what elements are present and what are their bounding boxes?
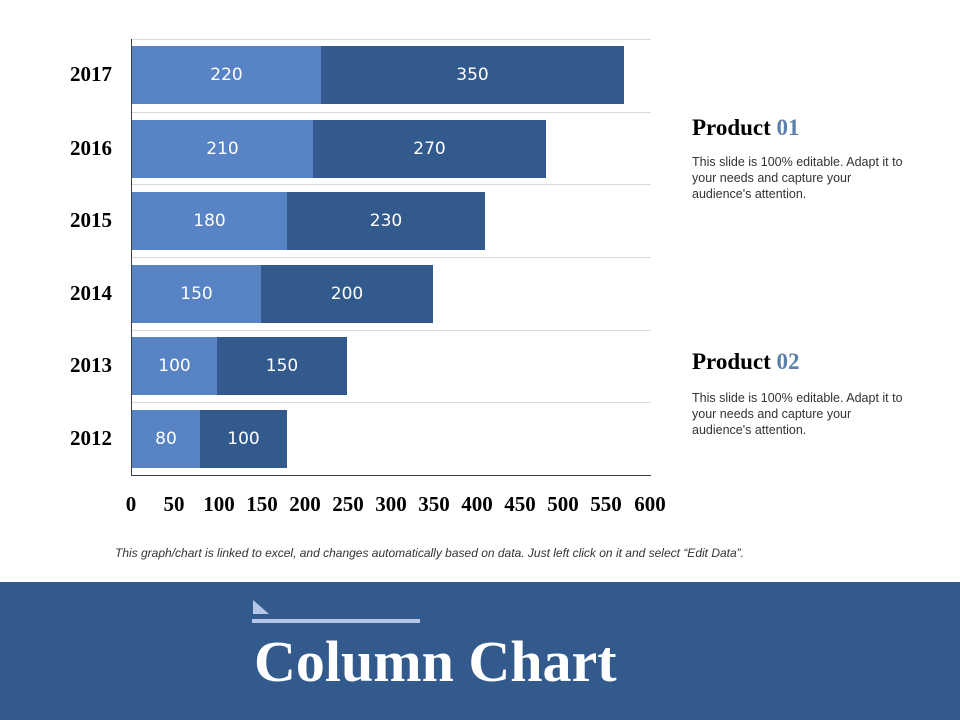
product2-label: Product bbox=[692, 349, 771, 374]
y-axis-line bbox=[131, 39, 132, 476]
footer-band bbox=[0, 582, 960, 720]
bar-product2-2016[interactable]: 270 bbox=[313, 120, 546, 178]
bar-product1-2016[interactable]: 210 bbox=[132, 120, 313, 178]
x-tick: 250 bbox=[332, 492, 364, 516]
bar-product2-2013[interactable]: 150 bbox=[217, 337, 347, 395]
x-tick: 450 bbox=[504, 492, 536, 516]
bar-product1-2017[interactable]: 220 bbox=[132, 46, 321, 104]
bar-product2-2012[interactable]: 100 bbox=[200, 410, 287, 468]
product1-label: Product bbox=[692, 115, 771, 140]
x-tick: 400 bbox=[461, 492, 493, 516]
product1-number: 01 bbox=[776, 115, 800, 140]
y-label-2016: 2016 bbox=[70, 136, 112, 160]
bar-product1-2015[interactable]: 180 bbox=[132, 192, 287, 250]
product1-title: Product 01 bbox=[692, 115, 800, 141]
gridline bbox=[131, 112, 651, 113]
gridline bbox=[131, 184, 651, 185]
plot-area: 220 350 210 270 180 230 150 200 100 150 … bbox=[131, 39, 651, 475]
gridline bbox=[131, 330, 651, 331]
accent-line bbox=[252, 619, 420, 623]
product2-description: This slide is 100% editable. Adapt it to… bbox=[692, 391, 903, 437]
x-tick: 350 bbox=[418, 492, 450, 516]
slide-title: Column Chart bbox=[254, 629, 617, 694]
x-tick: 200 bbox=[289, 492, 321, 516]
x-axis-line bbox=[131, 475, 651, 476]
product2-title: Product 02 bbox=[692, 349, 800, 375]
x-tick: 550 bbox=[590, 492, 622, 516]
bar-product2-2017[interactable]: 350 bbox=[321, 46, 624, 104]
y-label-2015: 2015 bbox=[70, 208, 112, 232]
gridline bbox=[131, 257, 651, 258]
gridline bbox=[131, 39, 651, 40]
y-label-2013: 2013 bbox=[70, 353, 112, 377]
x-tick: 150 bbox=[246, 492, 278, 516]
x-tick: 600 bbox=[634, 492, 666, 516]
chart-note: This graph/chart is linked to excel, and… bbox=[115, 546, 744, 560]
bar-product2-2014[interactable]: 200 bbox=[261, 265, 433, 323]
y-label-2012: 2012 bbox=[70, 426, 112, 450]
x-tick: 50 bbox=[163, 492, 185, 516]
product2-number: 02 bbox=[776, 349, 800, 374]
triangle-decoration-icon bbox=[253, 600, 269, 614]
bar-product2-2015[interactable]: 230 bbox=[287, 192, 485, 250]
x-tick: 300 bbox=[375, 492, 407, 516]
product1-description: This slide is 100% editable. Adapt it to… bbox=[692, 155, 903, 201]
x-tick: 500 bbox=[547, 492, 579, 516]
bar-product1-2012[interactable]: 80 bbox=[132, 410, 200, 468]
y-label-2017: 2017 bbox=[70, 62, 112, 86]
gridline bbox=[131, 402, 651, 403]
y-label-2014: 2014 bbox=[70, 281, 112, 305]
bar-product1-2013[interactable]: 100 bbox=[132, 337, 217, 395]
bar-product1-2014[interactable]: 150 bbox=[132, 265, 261, 323]
x-tick: 100 bbox=[203, 492, 235, 516]
x-tick: 0 bbox=[125, 492, 137, 516]
